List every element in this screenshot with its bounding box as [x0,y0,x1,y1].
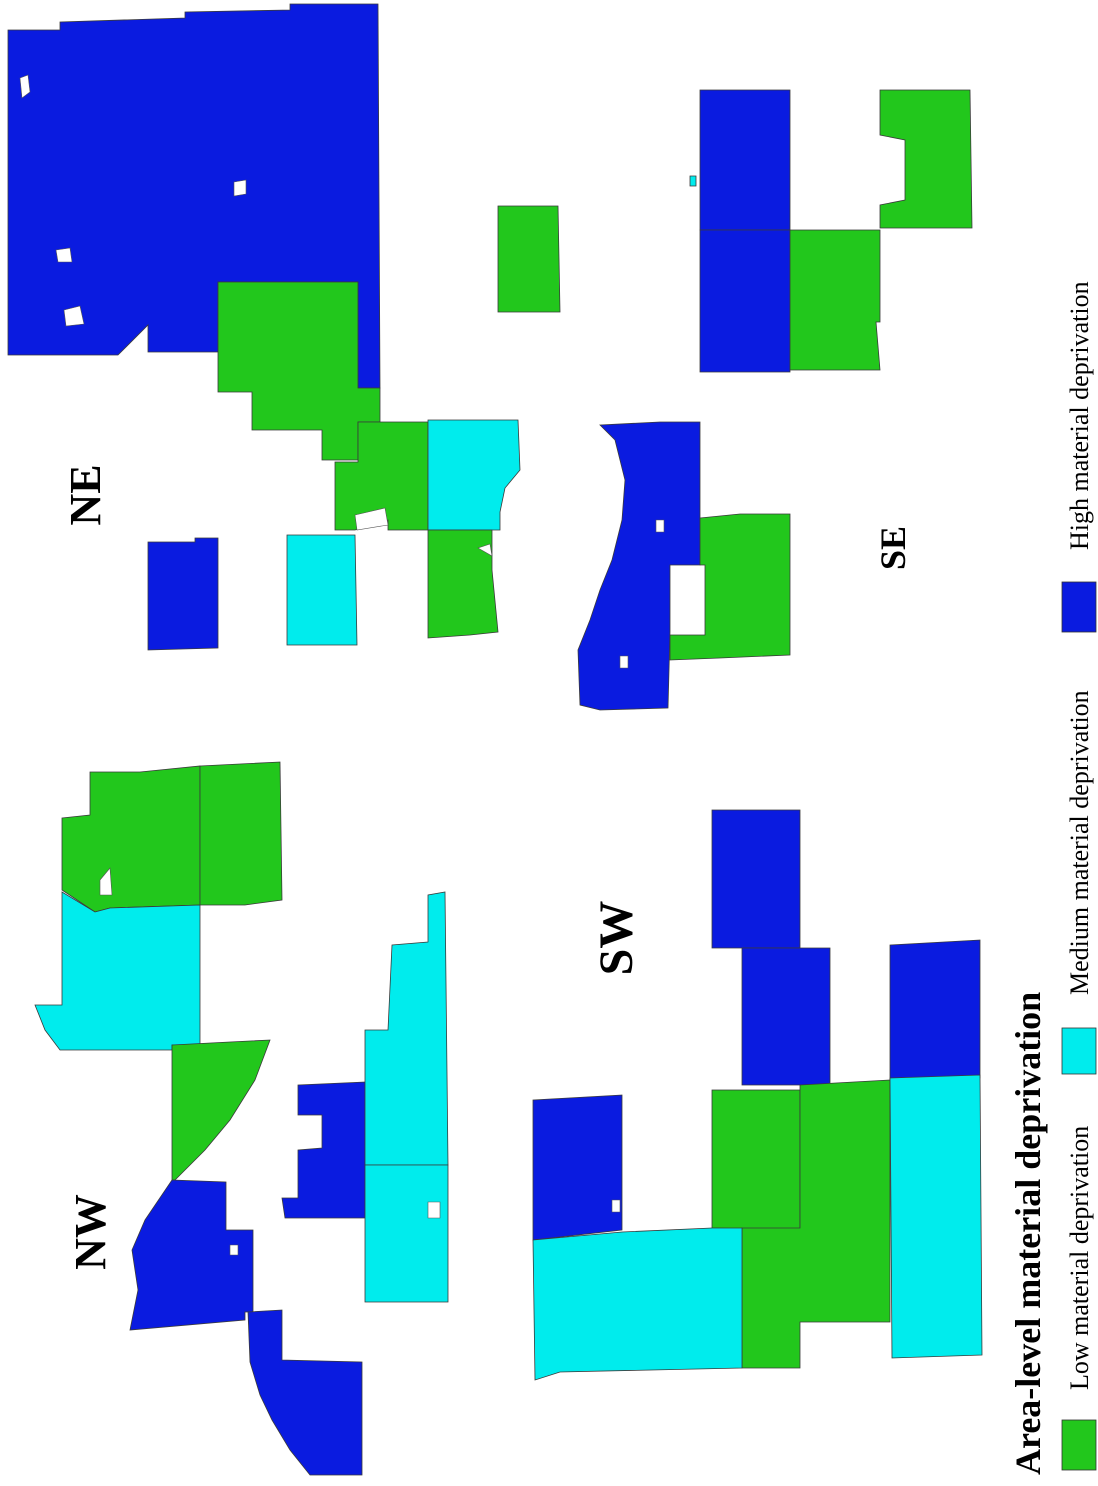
tract-sw-high-4[interactable] [532,1094,623,1241]
tract-nw-low-1[interactable] [61,765,201,913]
tract-ne-medium-2[interactable] [286,534,358,646]
tract-nw-low-2[interactable] [199,761,283,906]
tract-se-high-1[interactable] [699,89,791,231]
legend-swatch-high [1061,581,1097,633]
tract-sw-high-1[interactable] [711,809,801,949]
hole-ne-6 [477,543,493,557]
tract-ne-small-high[interactable] [147,537,219,651]
tract-sw-low-1[interactable] [711,1089,801,1231]
region-label-sw: SW [590,901,643,976]
region-label-se: SE [873,526,913,570]
tract-ne-low-3[interactable] [427,529,499,639]
tract-sw-high-3[interactable] [889,939,981,1081]
region-label-nw: NW [66,1194,115,1270]
hole-ne-4 [233,179,247,197]
tract-nw-high-3[interactable] [281,1081,366,1219]
legend-label-high: High material deprivation [1065,281,1094,550]
tract-sw-high-2[interactable] [741,947,831,1086]
tract-se-low-3[interactable] [669,513,791,661]
hole-ne-5 [354,507,389,531]
region-ne [7,3,561,651]
hole-nw-1 [99,867,113,896]
region-nw [34,761,449,1476]
legend: Area-level material deprivation Low mate… [1008,281,1097,1475]
region-se [577,89,973,711]
region-sw [532,809,983,1381]
tract-se-low-2[interactable] [879,89,973,229]
tract-se-medium-dot[interactable] [689,175,697,187]
legend-swatch-medium [1061,1027,1097,1075]
tract-nw-low-3[interactable] [171,1039,271,1181]
tract-sw-medium-1[interactable] [889,1074,983,1359]
legend-label-medium: Medium material deprivation [1065,690,1094,995]
hole-ne-2 [55,247,73,263]
tract-nw-high-1[interactable] [129,1179,254,1331]
tract-ne-isolated-low[interactable] [497,205,561,313]
tract-nw-medium-3[interactable] [364,1164,449,1303]
tract-ne-low-1[interactable] [217,281,381,461]
tract-se-high-2[interactable] [699,229,791,373]
tract-ne-medium-1[interactable] [427,419,521,531]
legend-label-low: Low material deprivation [1065,1126,1094,1390]
tract-nw-high-2[interactable] [247,1309,363,1476]
hole-sw-1 [611,1199,621,1213]
region-label-ne: NE [61,464,110,525]
tract-nw-medium-1[interactable] [34,891,201,1051]
hole-ne-1 [19,74,31,99]
legend-swatch-low [1061,1419,1097,1471]
hole-se-2 [619,655,629,669]
hole-nw-3 [427,1201,441,1219]
hole-se-1 [655,519,665,533]
tract-se-high-crescent[interactable] [577,421,701,711]
hole-ne-3 [63,305,85,327]
tract-sw-low-2[interactable] [741,1079,891,1369]
hole-nw-2 [229,1244,239,1256]
legend-title: Area-level material deprivation [1008,992,1048,1475]
tract-nw-medium-2[interactable] [364,891,449,1166]
tract-se-low-1[interactable] [789,229,881,371]
tract-sw-medium-2[interactable] [532,1227,743,1381]
